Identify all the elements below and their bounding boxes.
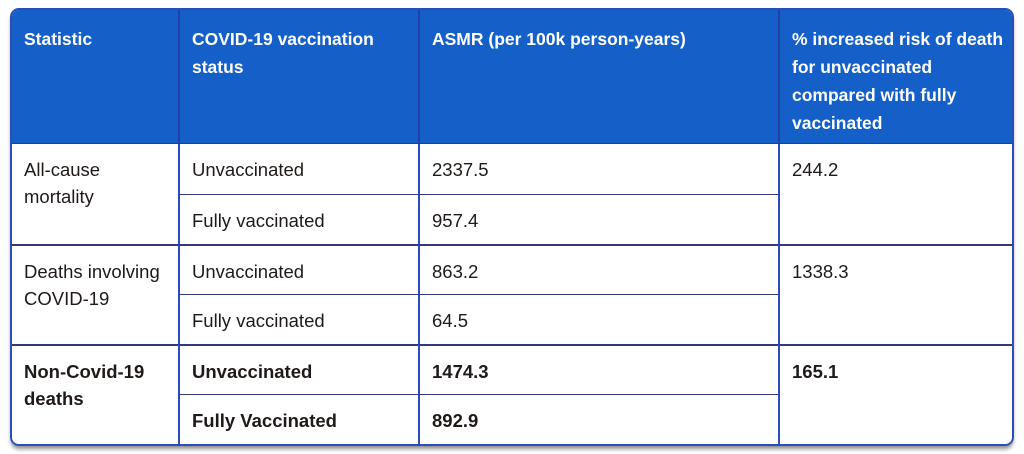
statistic-cell: All-cause mortality [12, 144, 178, 244]
asmr-cell: 957.4 [418, 194, 778, 244]
col-header-increased-risk: % increased risk of death for unvaccinat… [778, 10, 1012, 144]
status-cell: Fully Vaccinated [178, 394, 418, 444]
table-row: Deaths involving COVID-19 Unvaccinated 863… [12, 244, 1012, 344]
col-header-asmr: ASMR (per 100k person-years) [418, 10, 778, 144]
col-header-statistic: Statistic [12, 10, 178, 144]
table-row: Fully Vaccinated 892.9 [12, 394, 1012, 444]
table-frame: Statistic COVID-19 vaccination status AS… [10, 8, 1014, 446]
status-cell: Unvaccinated [178, 244, 418, 294]
statistic-cell: Deaths involving COVID-19 [12, 244, 178, 344]
risk-cell: 1338.3 [778, 244, 1012, 344]
status-cell: Fully vaccinated [178, 194, 418, 244]
table-row: Fully vaccinated 957.4 [12, 194, 1012, 244]
table-row: Non-Covid-19 deaths Unvaccinated 1474.3 165… [12, 344, 1012, 444]
header-row: Statistic COVID-19 vaccination status AS… [12, 10, 1012, 144]
col-header-vaccination-status: COVID-19 vaccination status [178, 10, 418, 144]
asmr-cell: 64.5 [418, 294, 778, 344]
asmr-cell: 863.2 [418, 244, 778, 294]
statistic-cell: Non-Covid-19 deaths [12, 344, 178, 444]
asmr-cell: 2337.5 [418, 144, 778, 194]
status-cell: Unvaccinated [178, 344, 418, 394]
status-cell: Fully vaccinated [178, 294, 418, 344]
table-row: Fully vaccinated 64.5 [12, 294, 1012, 344]
risk-cell: 165.1 [778, 344, 1012, 444]
asmr-cell: 892.9 [418, 394, 778, 444]
asmr-cell: 1474.3 [418, 344, 778, 394]
risk-cell: 244.2 [778, 144, 1012, 244]
status-cell: Unvaccinated [178, 144, 418, 194]
vaccination-mortality-table: Statistic COVID-19 vaccination status AS… [12, 10, 1012, 444]
table-row: All-cause mortality Unvaccinated 2337.5 244… [12, 144, 1012, 244]
